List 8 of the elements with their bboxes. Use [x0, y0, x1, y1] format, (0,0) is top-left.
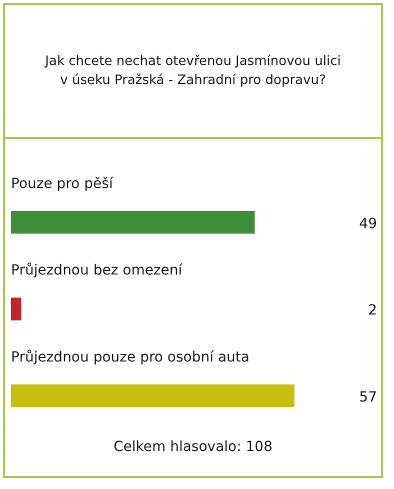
chart-title: Jak chcete nechat otevřenou Jasmínovou ulici v úseku Pražská - Zahradní pro dopravu?	[5, 5, 381, 139]
y-tick-label: Průjezdnou pouze pro osobní auta	[11, 349, 250, 366]
y-tick-label: Průjezdnou bez omezení	[11, 262, 184, 279]
data-label: 57	[359, 389, 377, 406]
data-label: 2	[368, 302, 377, 319]
y-tick-label: Pouze pro pěší	[11, 176, 114, 192]
text: Celkem hlasovalo: 108	[112, 439, 274, 455]
data-label: 49	[359, 216, 377, 232]
